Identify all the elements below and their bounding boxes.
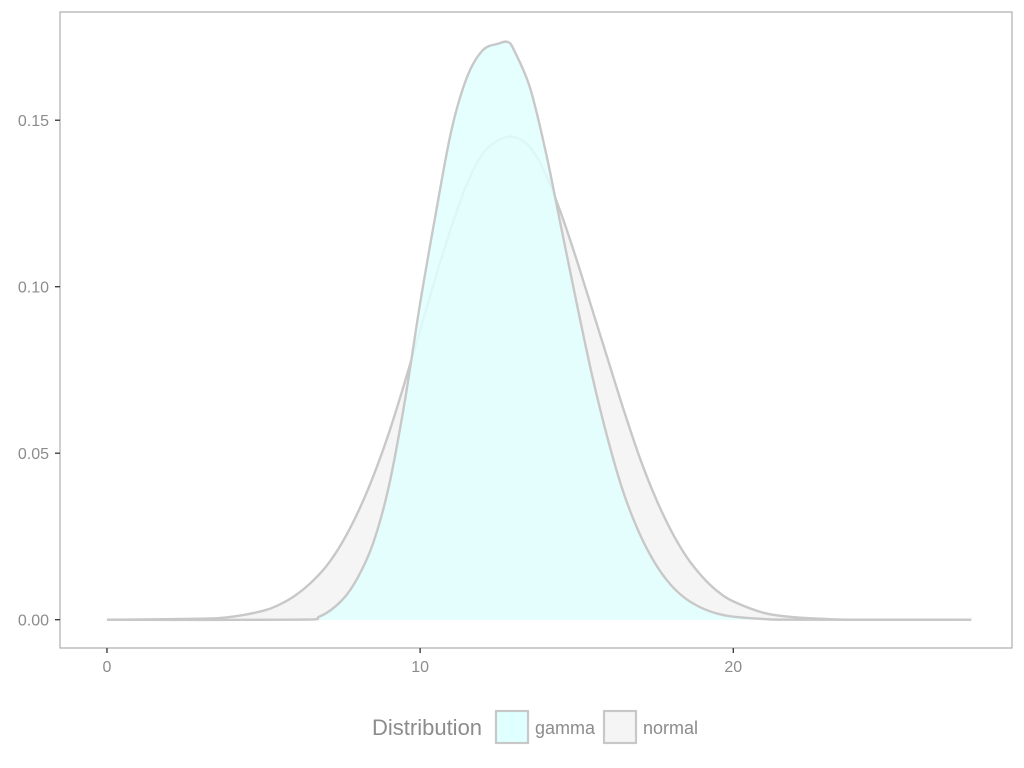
- y-tick-label: 0.00: [18, 613, 49, 630]
- legend-key-normal: [602, 709, 638, 745]
- legend-items: gamma normal: [494, 709, 698, 745]
- y-tick-label: 0.05: [18, 446, 49, 463]
- legend: Distribution gamma normal: [372, 709, 698, 745]
- y-tick-label: 0.15: [18, 113, 49, 130]
- x-tick-label: 10: [411, 659, 429, 676]
- y-tick-label: 0.10: [18, 280, 49, 297]
- panel-border: [59, 11, 1013, 649]
- density-area-gamma: [106, 41, 972, 620]
- x-tick-label: 20: [724, 659, 742, 676]
- density-line-gamma: [106, 40, 972, 622]
- legend-label-gamma: gamma: [535, 718, 596, 738]
- x-tick-label: 0: [103, 659, 112, 676]
- legend-label-normal: normal: [643, 718, 698, 738]
- x-axis: 0 10 20: [103, 648, 742, 676]
- legend-title: Distribution: [372, 715, 482, 740]
- legend-key-gamma: [494, 709, 530, 745]
- density-areas: [106, 40, 972, 622]
- y-axis: 0.00 0.05 0.10 0.15: [18, 113, 60, 630]
